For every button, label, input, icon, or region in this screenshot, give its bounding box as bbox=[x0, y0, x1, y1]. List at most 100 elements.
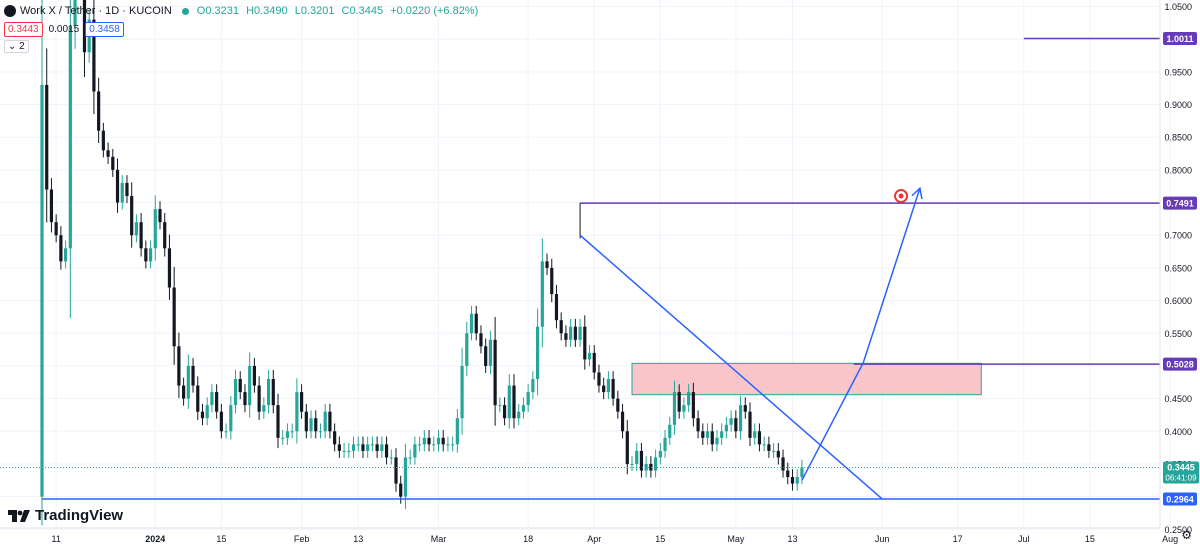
candle bbox=[384, 436, 389, 465]
candle-body bbox=[460, 365, 464, 419]
candle-body bbox=[790, 477, 795, 484]
candle bbox=[654, 449, 658, 478]
candle bbox=[196, 376, 200, 420]
candle bbox=[64, 240, 68, 269]
candle bbox=[394, 448, 398, 492]
candle bbox=[668, 416, 672, 445]
candle bbox=[446, 436, 450, 452]
candle bbox=[49, 178, 54, 233]
candle bbox=[602, 377, 606, 400]
time-tick-label: 17 bbox=[953, 534, 963, 544]
candle bbox=[474, 305, 478, 341]
candle bbox=[172, 266, 176, 365]
candle bbox=[304, 403, 308, 439]
candle bbox=[54, 214, 58, 243]
candle bbox=[569, 318, 573, 347]
level-price-tag bbox=[1163, 196, 1197, 210]
candle-body bbox=[422, 437, 426, 445]
candle-body bbox=[408, 457, 412, 459]
candle bbox=[262, 397, 266, 419]
candle bbox=[408, 449, 412, 465]
candle bbox=[106, 142, 110, 164]
indicators-toggle[interactable]: ⌄ 2 bbox=[4, 40, 29, 53]
candle-body bbox=[455, 418, 459, 445]
tradingview-logo-icon bbox=[8, 509, 30, 522]
close-value: C0.3445 bbox=[341, 5, 384, 17]
candle bbox=[257, 376, 261, 420]
symbol-header[interactable]: Work X / Tether · 1D · KUCOIN O0.3231 H0… bbox=[4, 2, 482, 20]
candle bbox=[229, 396, 233, 440]
candle-body bbox=[762, 444, 766, 446]
candle bbox=[427, 429, 431, 452]
candle-body bbox=[753, 431, 757, 438]
sell-button[interactable]: 0.3443 bbox=[4, 22, 43, 37]
level-price-tag bbox=[1163, 31, 1197, 45]
candle bbox=[521, 397, 526, 419]
candle bbox=[309, 410, 313, 439]
candle-body bbox=[469, 313, 474, 334]
time-tick-label: Apr bbox=[587, 534, 601, 544]
low-value: L0.3201 bbox=[294, 5, 335, 17]
candle-body bbox=[356, 444, 360, 446]
candle-body bbox=[111, 156, 115, 170]
candle-body bbox=[351, 444, 356, 451]
level-price-tag bbox=[1163, 357, 1197, 371]
candle-body bbox=[309, 418, 313, 432]
market-open-icon bbox=[181, 7, 189, 15]
candle-body bbox=[73, 0, 77, 27]
candle bbox=[578, 318, 582, 347]
price-tick-label: 0.6000 bbox=[1164, 296, 1192, 306]
candle-body bbox=[271, 379, 275, 406]
ohlc-values: O0.3231 H0.3490 L0.3201 C0.3445 +0.0220 … bbox=[197, 5, 482, 17]
time-tick-label: Aug bbox=[1162, 534, 1178, 544]
candle bbox=[790, 469, 795, 491]
candle-body bbox=[196, 385, 200, 412]
demand-zone bbox=[631, 362, 982, 396]
candle bbox=[210, 384, 214, 413]
candle-body bbox=[705, 431, 710, 438]
candle bbox=[729, 410, 733, 432]
candle bbox=[130, 182, 134, 248]
candle-body bbox=[517, 411, 521, 419]
buy-button[interactable]: 0.3458 bbox=[85, 22, 124, 37]
candle bbox=[290, 423, 294, 439]
candle-body bbox=[545, 261, 549, 268]
candle-body bbox=[757, 431, 762, 445]
candle bbox=[630, 456, 634, 472]
candle bbox=[380, 436, 384, 458]
candle-body bbox=[446, 444, 450, 446]
tradingview-logo[interactable]: TradingView bbox=[8, 507, 123, 524]
candle-body bbox=[366, 444, 370, 451]
candle-body bbox=[153, 209, 157, 249]
price-tick-label: 0.6500 bbox=[1164, 263, 1192, 273]
gear-icon[interactable]: ⚙ bbox=[1181, 528, 1192, 542]
level-price-label: 0.5028 bbox=[1166, 360, 1194, 370]
candle bbox=[488, 330, 492, 375]
candle-body bbox=[620, 411, 625, 432]
level-price-tag bbox=[1163, 492, 1197, 506]
candle-body bbox=[82, 0, 87, 53]
candle-body bbox=[347, 450, 351, 452]
price-axis[interactable]: 1.05001.00000.95000.90000.85000.80000.75… bbox=[1159, 0, 1192, 535]
symbol-title[interactable]: Work X / Tether · 1D · KUCOIN bbox=[20, 5, 172, 17]
open-value: O0.3231 bbox=[196, 5, 239, 17]
candle bbox=[158, 201, 162, 230]
candle bbox=[125, 175, 129, 204]
time-axis[interactable]: 11 2024 15 Feb 13 Mar 18 Apr 15 May 13 Jun 17 Jul 15 Au… bbox=[0, 527, 1178, 544]
candle-body bbox=[177, 346, 181, 386]
time-tick-label: 2024 bbox=[145, 534, 165, 544]
candle bbox=[753, 423, 757, 445]
candle-body bbox=[64, 248, 68, 262]
candle-body bbox=[677, 392, 681, 412]
candle-body bbox=[663, 437, 667, 451]
candle bbox=[186, 354, 190, 409]
candle bbox=[370, 436, 374, 452]
candle bbox=[314, 410, 318, 439]
candle bbox=[200, 403, 205, 426]
time-tick-label: Feb bbox=[294, 534, 310, 544]
candle-body bbox=[186, 365, 190, 399]
candle bbox=[696, 410, 700, 439]
candle bbox=[526, 384, 530, 413]
candle-body bbox=[658, 450, 662, 458]
